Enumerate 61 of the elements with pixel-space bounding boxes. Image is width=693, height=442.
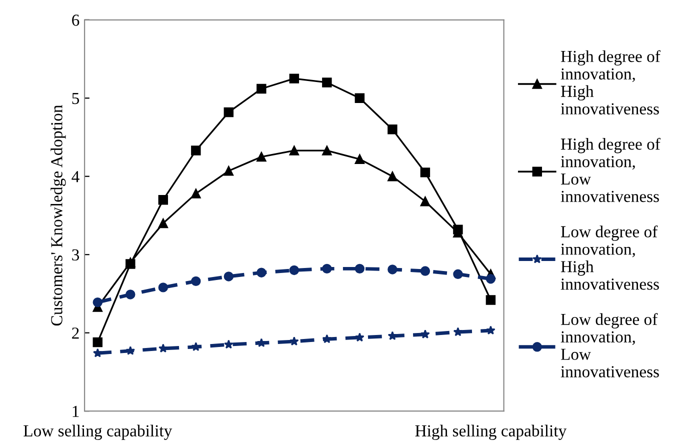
point: [486, 326, 496, 335]
point: [290, 336, 299, 346]
y-axis-title: Customers' Knowledge Adoption: [50, 104, 66, 326]
point: [453, 224, 463, 234]
y-tick-label: 2: [72, 328, 79, 339]
legend-label: High degree of innovation, High innovativeness: [560, 50, 660, 114]
point: [126, 259, 136, 269]
point: [256, 152, 266, 162]
point: [486, 274, 496, 284]
point: [420, 196, 430, 206]
point: [322, 78, 332, 88]
y-tick-label: 4: [72, 171, 80, 182]
point: [224, 272, 234, 282]
x-tick-label: Low selling capability: [24, 424, 172, 440]
point: [224, 340, 234, 349]
point: [420, 330, 430, 338]
legend-label: Low degree of innovation, High innovativeness: [560, 225, 659, 290]
point: [256, 268, 266, 278]
point: [158, 344, 168, 353]
point: [256, 84, 266, 94]
point: [224, 166, 234, 176]
point: [354, 154, 365, 164]
y-tick-label: 5: [72, 92, 80, 104]
point: [388, 171, 398, 182]
point: [453, 327, 463, 336]
y-tick-label: 3: [72, 249, 80, 261]
point: [322, 264, 332, 274]
point: [453, 269, 463, 280]
point: [126, 290, 136, 300]
y-tick-label: 6: [72, 14, 80, 26]
point: [354, 93, 365, 103]
point: [289, 146, 300, 156]
point: [354, 264, 365, 274]
point: [420, 266, 430, 276]
point: [420, 168, 430, 178]
point: [388, 331, 398, 340]
point: [191, 276, 201, 286]
point: [224, 107, 234, 118]
x-tick-label: High selling capability: [415, 424, 567, 440]
point: [355, 332, 364, 342]
point: [388, 264, 398, 274]
point: [158, 194, 168, 205]
y-tick-label: 1: [72, 406, 79, 417]
point: [388, 124, 398, 134]
point: [191, 342, 201, 351]
point: [322, 146, 332, 156]
point: [256, 338, 266, 348]
point: [289, 74, 300, 84]
point: [486, 295, 496, 305]
point: [158, 282, 168, 292]
point: [191, 146, 201, 156]
point: [289, 265, 300, 276]
point: [322, 334, 332, 344]
point: [92, 337, 103, 348]
point: [92, 348, 102, 358]
point: [126, 346, 136, 355]
point: [191, 188, 201, 198]
point: [92, 297, 103, 308]
point: [158, 218, 168, 228]
legend-label: Low degree of innovation, Low innovativeness: [560, 313, 659, 378]
legend-label: High degree of innovation, Low innovativeness: [560, 138, 660, 202]
